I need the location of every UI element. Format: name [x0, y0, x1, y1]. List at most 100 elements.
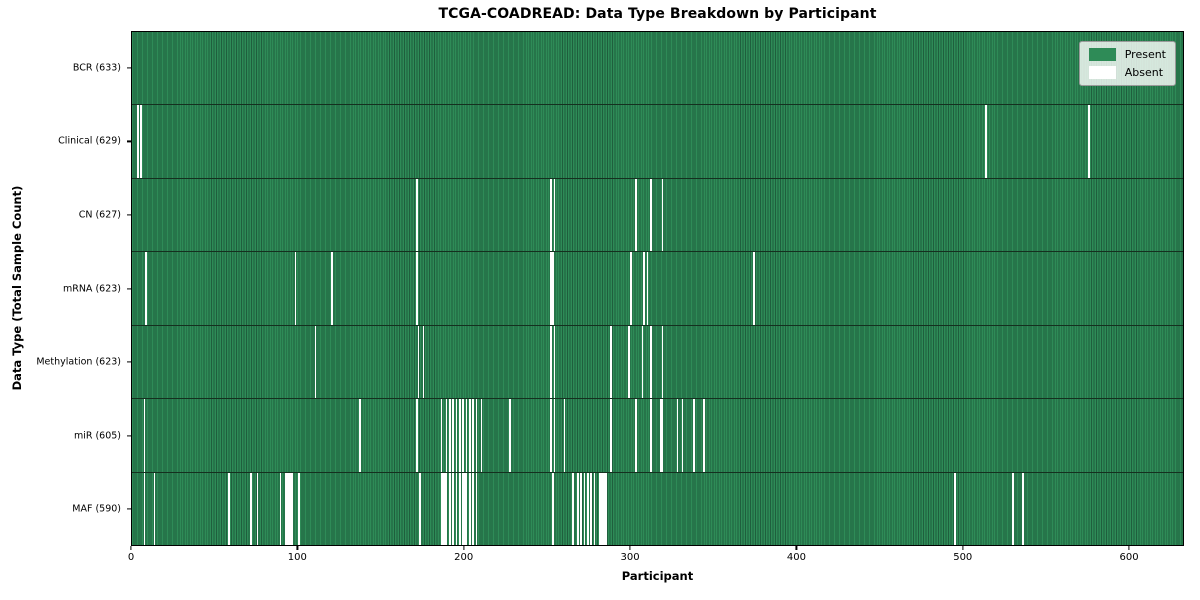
y-tick-label-clinical: Clinical (629): [58, 135, 121, 147]
absent-mark: [605, 472, 607, 545]
absent-mark: [475, 399, 478, 472]
y-axis-ticks: BCR (633) Clinical (629) CN (627) mRNA (623…: [0, 31, 131, 546]
x-tick-mark: [463, 546, 465, 550]
x-tick-label-500: 500: [953, 552, 973, 563]
x-tick-label-200: 200: [454, 552, 474, 563]
y-tick-label-mrna: mRNA (623): [62, 283, 121, 294]
legend-label-absent: Absent: [1124, 66, 1164, 79]
absent-mark: [553, 399, 556, 472]
absent-mark: [462, 399, 465, 472]
absent-mark: [641, 325, 644, 399]
absent-mark: [442, 472, 445, 545]
x-tick-mark: [296, 546, 298, 550]
absent-mark: [552, 472, 554, 545]
absent-mark: [646, 252, 649, 325]
absent-mark: [553, 325, 556, 399]
absent-mark: [459, 399, 461, 472]
x-tick-label-0: 0: [127, 552, 135, 563]
absent-mark: [590, 472, 592, 545]
x-tick-label-100: 100: [287, 552, 307, 563]
absent-mark: [650, 399, 652, 472]
absent-mark: [508, 399, 511, 472]
chart-title: TCGA-COADREAD: Data Type Breakdown by Pa…: [438, 6, 877, 22]
row-strip-clinical: [132, 104, 1183, 178]
absent-mark: [1021, 472, 1024, 545]
absent-mark: [703, 399, 705, 472]
absent-mark: [465, 399, 468, 472]
absent-mark: [228, 472, 230, 545]
y-tick-label-maf: MAF (590): [72, 503, 121, 515]
absent-mark: [469, 472, 471, 545]
present-swatch: [1088, 48, 1116, 61]
row-strip-mir: [132, 398, 1183, 472]
absent-mark: [603, 472, 606, 545]
absent-mark: [462, 472, 465, 545]
absent-mark: [298, 472, 300, 545]
absent-mark: [464, 472, 466, 545]
absent-mark: [444, 472, 446, 545]
absent-mark: [576, 472, 579, 545]
absent-mark: [449, 472, 451, 545]
x-tick-mark: [1128, 546, 1130, 550]
absent-mark: [291, 472, 294, 545]
y-tick-mark: [127, 361, 131, 363]
y-tick-label-methylation: Methylation (623): [36, 356, 121, 368]
x-tick-mark: [962, 546, 964, 550]
absent-mark: [145, 252, 147, 325]
y-tick-mark: [127, 508, 131, 510]
absent-mark: [1011, 472, 1014, 545]
y-tick-mark: [127, 67, 131, 69]
y-tick-mark: [127, 287, 131, 290]
absent-mark: [472, 399, 475, 472]
y-tick-label-mir: miR (605): [73, 430, 121, 442]
absent-mark: [249, 472, 252, 545]
x-tick-label-400: 400: [786, 552, 806, 563]
absent-mark: [480, 399, 483, 472]
absent-mark: [610, 399, 612, 472]
absent-mark: [279, 472, 282, 545]
absent-mark: [256, 472, 259, 545]
absent-swatch: [1088, 66, 1116, 79]
absent-mark: [140, 105, 142, 178]
absent-mark: [286, 472, 289, 545]
absent-mark: [440, 399, 443, 472]
absent-mark: [359, 399, 362, 472]
absent-mark: [550, 178, 553, 252]
absent-mark: [593, 472, 596, 545]
absent-mark: [452, 472, 455, 545]
absent-mark: [586, 472, 589, 545]
absent-mark: [643, 252, 646, 325]
absent-mark: [314, 325, 317, 399]
y-tick-mark: [127, 214, 131, 216]
absent-mark: [681, 399, 684, 472]
absent-mark: [650, 178, 652, 252]
absent-mark: [752, 252, 755, 325]
y-tick-mark: [127, 140, 131, 142]
absent-mark: [440, 472, 443, 545]
absent-mark: [661, 399, 664, 472]
absent-mark: [610, 325, 612, 399]
row-strip-mrna: [132, 251, 1183, 325]
absent-mark: [445, 472, 448, 545]
absent-mark: [445, 399, 448, 472]
absent-mark: [953, 472, 956, 545]
absent-mark: [419, 472, 421, 545]
presence-matrix: [132, 32, 1183, 545]
absent-mark: [143, 472, 146, 545]
absent-mark: [459, 472, 461, 545]
absent-mark: [143, 399, 146, 472]
x-axis-ticks: 0 100 200 300 400 500 600: [127, 546, 1184, 570]
x-tick-mark: [795, 546, 797, 550]
row-strip-bcr: [132, 32, 1183, 105]
absent-mark: [136, 105, 139, 178]
absent-mark: [455, 472, 458, 545]
x-tick-mark: [629, 546, 631, 550]
absent-mark: [289, 472, 292, 545]
absent-mark: [153, 472, 156, 545]
absent-mark: [550, 399, 553, 472]
absent-mark: [422, 325, 425, 399]
absent-mark: [600, 472, 602, 545]
plot-area: Present Absent: [131, 31, 1184, 546]
absent-mark: [693, 399, 695, 472]
